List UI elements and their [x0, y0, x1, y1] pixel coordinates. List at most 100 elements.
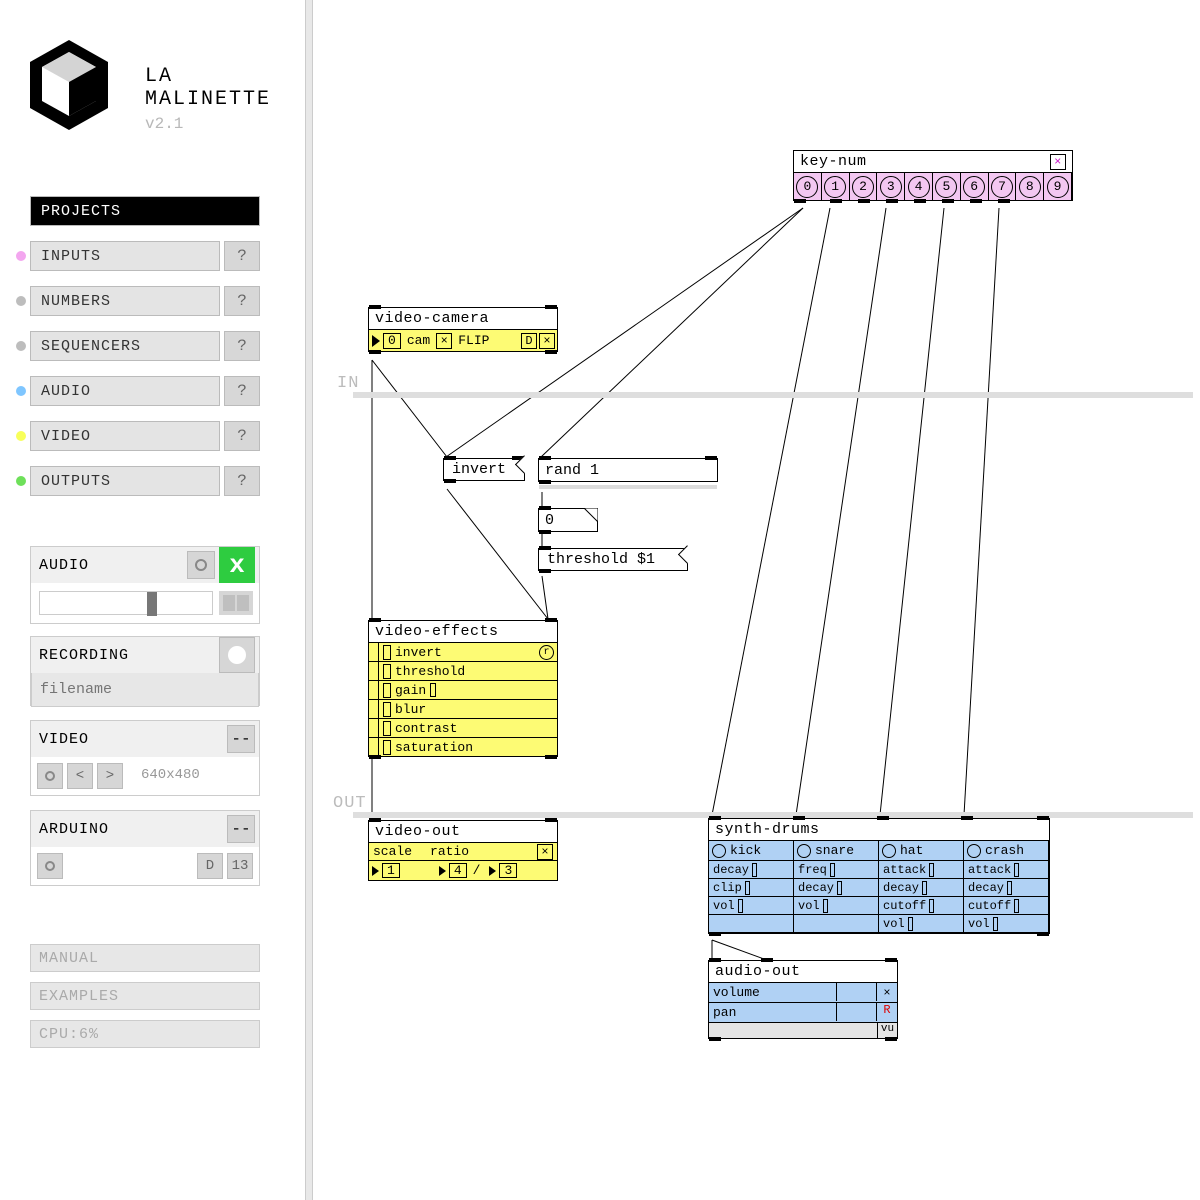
audio-vu-label: vu: [877, 1023, 897, 1038]
node-audio-out[interactable]: audio-out volume × pan R vu: [708, 960, 898, 1039]
drum-param[interactable]: [709, 915, 793, 933]
drum-trigger-icon[interactable]: [797, 844, 811, 858]
node-video-effects[interactable]: video-effects invertrthresholdgainblurco…: [368, 620, 558, 757]
key-0[interactable]: 0: [794, 173, 822, 200]
category-label: INPUTS: [30, 241, 220, 271]
key-4[interactable]: 4: [905, 173, 933, 200]
key-2[interactable]: 2: [850, 173, 878, 200]
category-outputs[interactable]: OUTPUTS?: [30, 466, 260, 496]
vcam-flip-label: FLIP: [452, 333, 495, 348]
vout-a[interactable]: 1: [382, 863, 400, 878]
vcam-flip-toggle[interactable]: ×: [436, 333, 452, 349]
msg-threshold[interactable]: threshold $1: [538, 548, 688, 571]
vout-b[interactable]: 4: [449, 863, 467, 878]
category-label: SEQUENCERS: [30, 331, 220, 361]
video-window-button[interactable]: [37, 763, 63, 789]
audio-meter: [219, 591, 253, 615]
audio-dsp-button[interactable]: x: [219, 547, 255, 583]
video-resolution: 640x480: [141, 767, 200, 783]
category-help-button[interactable]: ?: [224, 241, 260, 271]
drum-trigger-icon[interactable]: [967, 844, 981, 858]
patch-canvas[interactable]: IN OUT key-num × 0123456789 video-camera: [313, 0, 1200, 1200]
drum-param[interactable]: vol: [794, 897, 878, 915]
video-out-close-icon[interactable]: ×: [537, 844, 553, 860]
category-label: PROJECTS: [30, 196, 260, 226]
drum-trigger-icon[interactable]: [712, 844, 726, 858]
arduino-connect-button[interactable]: [37, 853, 63, 879]
node-video-out[interactable]: video-out scale ratio × 1 4 / 3: [368, 820, 558, 881]
drum-param[interactable]: attack: [964, 861, 1048, 879]
category-help-button[interactable]: ?: [224, 376, 260, 406]
drum-param[interactable]: decay: [794, 879, 878, 897]
key-7[interactable]: 7: [989, 173, 1017, 200]
drum-param[interactable]: attack: [879, 861, 963, 879]
audio-gain-slider[interactable]: [39, 591, 213, 615]
drum-param[interactable]: clip: [709, 879, 793, 897]
drum-trigger-icon[interactable]: [882, 844, 896, 858]
drum-param[interactable]: cutoff: [964, 897, 1048, 915]
category-projects[interactable]: PROJECTS: [30, 196, 260, 226]
drum-param[interactable]: decay: [964, 879, 1048, 897]
vfx-reset-icon[interactable]: r: [539, 645, 554, 660]
key-num-close-icon[interactable]: ×: [1050, 154, 1066, 170]
drum-param[interactable]: cutoff: [879, 897, 963, 915]
key-1[interactable]: 1: [822, 173, 850, 200]
vfx-row-threshold[interactable]: threshold: [369, 661, 557, 680]
category-inputs[interactable]: INPUTS?: [30, 241, 260, 271]
lane-label-in: IN: [337, 374, 359, 393]
node-video-camera[interactable]: video-camera 0 cam × FLIP D ×: [368, 307, 558, 352]
arduino-pin-mode[interactable]: D: [197, 853, 223, 879]
category-dot-icon: [16, 296, 26, 306]
manual-button[interactable]: MANUAL: [30, 944, 260, 972]
numbox[interactable]: 0: [538, 508, 598, 532]
video-next-button[interactable]: >: [97, 763, 123, 789]
vcam-cam-label: cam: [401, 333, 436, 348]
arduino-panel-title: ARDUINO: [31, 811, 259, 847]
drum-col-kick: kickdecayclipvol: [709, 841, 794, 933]
examples-button[interactable]: EXAMPLES: [30, 982, 260, 1010]
drum-param[interactable]: vol: [709, 897, 793, 915]
category-audio[interactable]: AUDIO?: [30, 376, 260, 406]
vcam-close-icon[interactable]: ×: [539, 333, 555, 349]
category-sequencers[interactable]: SEQUENCERS?: [30, 331, 260, 361]
vfx-row-contrast[interactable]: contrast: [369, 718, 557, 737]
vfx-row-invert[interactable]: invertr: [369, 642, 557, 661]
record-button[interactable]: [219, 637, 255, 673]
key-8[interactable]: 8: [1016, 173, 1044, 200]
category-help-button[interactable]: ?: [224, 286, 260, 316]
drum-param[interactable]: vol: [879, 915, 963, 933]
audio-rec-indicator[interactable]: R: [877, 1003, 897, 1022]
audio-power-button[interactable]: [187, 551, 215, 579]
category-help-button[interactable]: ?: [224, 421, 260, 451]
vfx-row-blur[interactable]: blur: [369, 699, 557, 718]
drum-param[interactable]: [794, 915, 878, 933]
audio-out-close-icon[interactable]: ×: [877, 983, 897, 1003]
sidebar-divider[interactable]: [305, 0, 313, 1200]
video-prev-button[interactable]: <: [67, 763, 93, 789]
category-help-button[interactable]: ?: [224, 466, 260, 496]
drum-param[interactable]: vol: [964, 915, 1048, 933]
vout-c[interactable]: 3: [499, 863, 517, 878]
category-help-button[interactable]: ?: [224, 331, 260, 361]
key-3[interactable]: 3: [877, 173, 905, 200]
lane-label-out: OUT: [333, 794, 367, 813]
node-synth-drums[interactable]: synth-drums kickdecayclipvolsnarefreqdec…: [708, 818, 1050, 934]
drum-param[interactable]: decay: [879, 879, 963, 897]
key-9[interactable]: 9: [1044, 173, 1072, 200]
vcam-dim-button[interactable]: D: [521, 333, 537, 349]
vcam-device[interactable]: 0: [383, 333, 401, 349]
drum-param[interactable]: decay: [709, 861, 793, 879]
category-video[interactable]: VIDEO?: [30, 421, 260, 451]
node-key-num[interactable]: key-num × 0123456789: [793, 150, 1073, 201]
filename-input[interactable]: [31, 673, 259, 707]
vfx-row-saturation[interactable]: saturation: [369, 737, 557, 756]
vfx-row-gain[interactable]: gain: [369, 680, 557, 699]
key-5[interactable]: 5: [933, 173, 961, 200]
key-6[interactable]: 6: [961, 173, 989, 200]
drum-param[interactable]: freq: [794, 861, 878, 879]
arduino-dash-indicator: --: [227, 815, 255, 843]
msg-invert[interactable]: invert: [443, 458, 525, 481]
category-numbers[interactable]: NUMBERS?: [30, 286, 260, 316]
obj-rand[interactable]: rand 1: [538, 458, 718, 482]
arduino-pin-number[interactable]: 13: [227, 853, 253, 879]
